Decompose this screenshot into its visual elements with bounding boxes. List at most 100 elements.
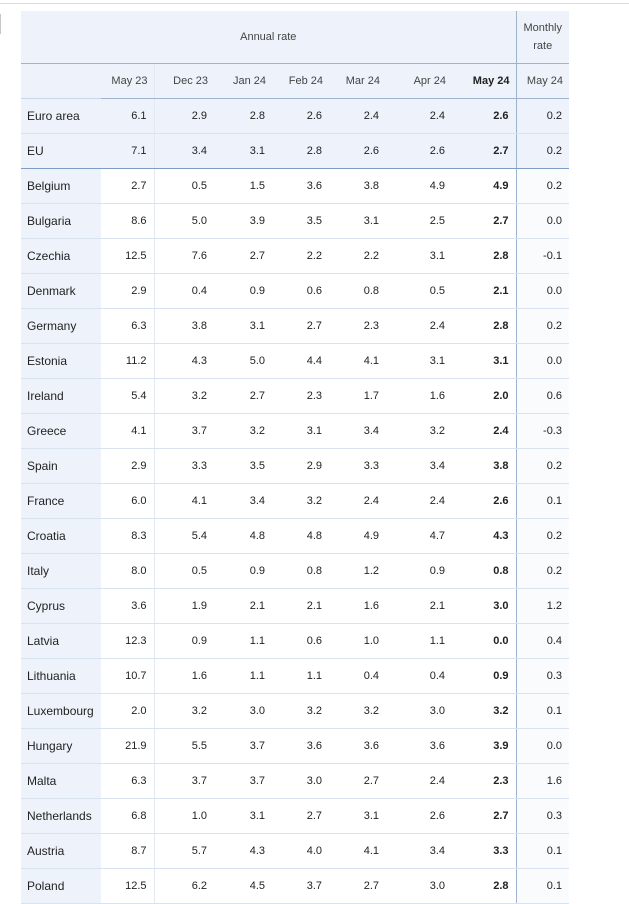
value-cell: 0.0 <box>516 728 569 764</box>
value-cell: 2.4 <box>386 98 452 134</box>
value-cell: 0.8 <box>272 553 329 589</box>
value-cell: 3.2 <box>272 483 329 519</box>
country-name: Luxembourg <box>21 693 101 729</box>
value-cell: 5.4 <box>153 518 214 554</box>
value-cell: 2.8 <box>452 868 517 904</box>
value-cell: 3.4 <box>153 133 214 169</box>
value-cell: 3.2 <box>214 413 272 449</box>
value-cell: 7.6 <box>153 238 214 274</box>
value-cell: 2.7 <box>214 238 272 274</box>
value-cell: 3.4 <box>214 483 272 519</box>
value-cell: 3.9 <box>214 203 272 239</box>
value-cell: 0.2 <box>516 133 569 169</box>
value-cell: 2.8 <box>272 133 329 169</box>
value-cell: 12.3 <box>101 623 154 659</box>
value-cell: 0.5 <box>153 553 214 589</box>
table-row: Bulgaria 8.6 5.0 3.9 3.5 3.1 2.5 2.7 0.0 <box>21 203 569 239</box>
value-cell: 0.1 <box>516 693 569 729</box>
value-cell: 3.6 <box>329 728 386 764</box>
table-row: Austria 8.7 5.7 4.3 4.0 4.1 3.4 3.3 0.1 <box>21 833 569 869</box>
value-cell: 2.1 <box>214 588 272 624</box>
table-row: Latvia 12.3 0.9 1.1 0.6 1.0 1.1 0.0 0.4 <box>21 623 569 659</box>
value-cell: 5.0 <box>153 203 214 239</box>
value-cell: 6.2 <box>153 868 214 904</box>
value-cell: 2.1 <box>272 588 329 624</box>
country-name: Lithuania <box>21 658 101 694</box>
value-cell: 4.1 <box>329 833 386 869</box>
table-row: Euro area 6.1 2.9 2.8 2.6 2.4 2.4 2.6 0.2 <box>21 98 569 134</box>
country-column-header <box>21 63 101 99</box>
country-name: Germany <box>21 308 101 344</box>
value-cell: 3.1 <box>214 798 272 834</box>
value-cell: 3.0 <box>214 693 272 729</box>
value-cell: 2.4 <box>386 308 452 344</box>
value-cell: 6.1 <box>101 98 154 134</box>
value-cell: 0.4 <box>329 658 386 694</box>
value-cell: 0.2 <box>516 448 569 484</box>
col-header-feb24: Feb 24 <box>272 63 329 99</box>
value-cell: 2.1 <box>386 588 452 624</box>
value-cell: 3.7 <box>153 413 214 449</box>
table-row: Italy 8.0 0.5 0.9 0.8 1.2 0.9 0.8 0.2 <box>21 553 569 589</box>
value-cell: 2.0 <box>101 693 154 729</box>
col-header-jan24: Jan 24 <box>214 63 272 99</box>
value-cell: 8.7 <box>101 833 154 869</box>
value-cell: 12.5 <box>101 238 154 274</box>
table-row: Cyprus 3.6 1.9 2.1 2.1 1.6 2.1 3.0 1.2 <box>21 588 569 624</box>
value-cell: 3.1 <box>386 343 452 379</box>
value-cell: 4.8 <box>272 518 329 554</box>
value-cell: 3.2 <box>272 693 329 729</box>
value-cell: 0.9 <box>386 553 452 589</box>
value-cell: 1.7 <box>329 378 386 414</box>
value-cell: 2.7 <box>214 378 272 414</box>
value-cell: 0.1 <box>516 868 569 904</box>
value-cell: 2.4 <box>329 483 386 519</box>
value-cell: 1.1 <box>214 658 272 694</box>
value-cell: 0.4 <box>386 658 452 694</box>
value-cell: 3.7 <box>153 763 214 799</box>
value-cell: 3.1 <box>329 798 386 834</box>
value-cell: 3.2 <box>386 413 452 449</box>
table-row: Ireland 5.4 3.2 2.7 2.3 1.7 1.6 2.0 0.6 <box>21 378 569 414</box>
col-header-mar24: Mar 24 <box>329 63 386 99</box>
value-cell: 2.4 <box>329 98 386 134</box>
value-cell: 2.9 <box>101 273 154 309</box>
value-cell: 2.6 <box>386 798 452 834</box>
value-cell: 1.1 <box>214 623 272 659</box>
value-cell: 0.4 <box>153 273 214 309</box>
value-cell: 3.4 <box>386 833 452 869</box>
value-cell: 0.0 <box>516 343 569 379</box>
value-cell: 3.6 <box>386 728 452 764</box>
value-cell: 3.2 <box>153 378 214 414</box>
monthly-rate-label-1: Monthly <box>523 22 563 34</box>
value-cell: 0.0 <box>516 203 569 239</box>
value-cell: 2.9 <box>272 448 329 484</box>
value-cell: 1.9 <box>153 588 214 624</box>
value-cell: 11.2 <box>101 343 154 379</box>
col-header-may23: May 23 <box>101 63 154 99</box>
value-cell: 2.7 <box>101 168 154 204</box>
country-name: Italy <box>21 553 101 589</box>
value-cell: 0.0 <box>452 623 517 659</box>
value-cell: 2.7 <box>272 798 329 834</box>
value-cell: 4.8 <box>214 518 272 554</box>
country-name: Denmark <box>21 273 101 309</box>
value-cell: 2.0 <box>452 378 517 414</box>
value-cell: 0.9 <box>214 553 272 589</box>
value-cell: 3.1 <box>214 133 272 169</box>
table-row: Denmark 2.9 0.4 0.9 0.6 0.8 0.5 2.1 0.0 <box>21 273 569 309</box>
value-cell: 3.4 <box>329 413 386 449</box>
value-cell: 3.7 <box>272 868 329 904</box>
value-cell: 0.8 <box>329 273 386 309</box>
value-cell: 3.9 <box>452 728 517 764</box>
monthly-rate-header: Monthly rate <box>515 11 569 64</box>
value-cell: 7.1 <box>101 133 154 169</box>
value-cell: 2.5 <box>386 203 452 239</box>
value-cell: 4.9 <box>452 168 517 204</box>
country-name: Cyprus <box>21 588 101 624</box>
value-cell: 6.3 <box>101 763 154 799</box>
table-body: Euro area 6.1 2.9 2.8 2.6 2.4 2.4 2.6 0.2 EU 7.1 3.… <box>21 98 569 904</box>
value-cell: 4.3 <box>153 343 214 379</box>
value-cell: 2.7 <box>452 203 517 239</box>
value-cell: 2.6 <box>452 98 517 134</box>
